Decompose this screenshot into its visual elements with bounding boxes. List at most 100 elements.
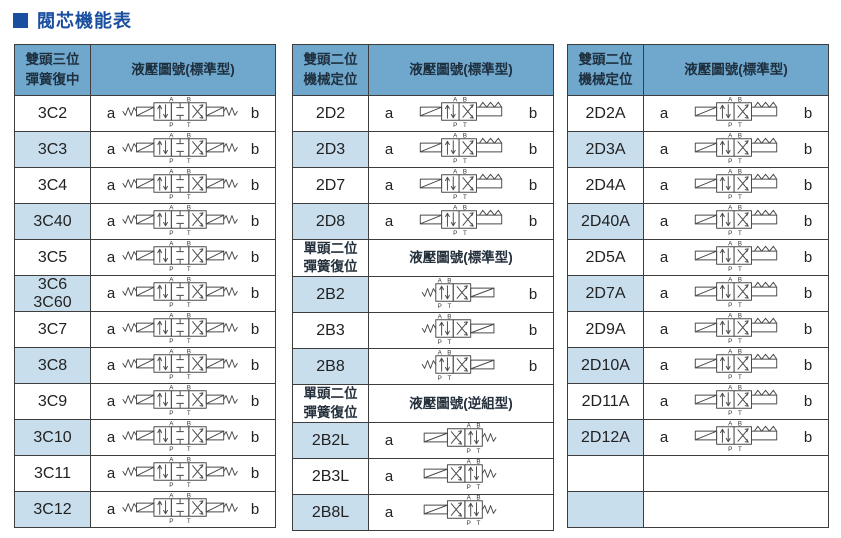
valve-code-cell: 2D10A bbox=[567, 347, 644, 384]
solenoid-b-label: b bbox=[528, 322, 538, 340]
solenoid-b-label: b bbox=[250, 501, 260, 519]
valve-symbol: A BP T bbox=[122, 492, 238, 525]
solenoid-a-label: a bbox=[384, 177, 394, 194]
valve-code-cell: 3C7 bbox=[14, 311, 91, 349]
title-text: 閥芯機能表 bbox=[37, 11, 132, 31]
svg-text:P: P bbox=[169, 446, 173, 452]
svg-text:A: A bbox=[169, 240, 174, 247]
svg-text:A: A bbox=[728, 276, 733, 283]
valve-symbol: A BP T bbox=[694, 97, 778, 129]
solenoid-a-label: a bbox=[384, 141, 394, 158]
table-row bbox=[567, 491, 829, 528]
title-bullet-square bbox=[13, 12, 28, 28]
svg-text:P: P bbox=[728, 446, 732, 452]
svg-text:B: B bbox=[187, 384, 191, 391]
svg-text:P: P bbox=[169, 410, 173, 416]
svg-text:A: A bbox=[169, 96, 174, 103]
svg-text:B: B bbox=[463, 204, 467, 211]
svg-text:T: T bbox=[187, 122, 191, 128]
svg-text:A: A bbox=[728, 168, 733, 175]
svg-text:A: A bbox=[169, 132, 174, 139]
valve-code-cell: 2D3A bbox=[567, 131, 644, 168]
svg-text:A: A bbox=[453, 132, 458, 139]
valve-symbol: A BP T bbox=[122, 313, 238, 345]
svg-text:T: T bbox=[187, 374, 191, 380]
svg-text:T: T bbox=[447, 303, 451, 309]
solenoid-a-label: a bbox=[659, 321, 669, 338]
solenoid-a-label: a bbox=[659, 249, 669, 266]
svg-text:A: A bbox=[728, 204, 733, 211]
svg-text:A: A bbox=[728, 348, 733, 355]
solenoid-a-label: a bbox=[106, 285, 116, 303]
valve-code-cell: 3C2 bbox=[14, 95, 91, 132]
solenoid-a-label: a bbox=[106, 213, 116, 230]
svg-text:P: P bbox=[728, 266, 732, 272]
svg-text:B: B bbox=[187, 240, 191, 247]
header-row: 雙頭三位 彈簧復中 液壓圖號(標準型) bbox=[14, 44, 276, 96]
solenoid-b-label: b bbox=[250, 177, 260, 194]
valve-code-cell bbox=[567, 455, 644, 492]
svg-text:T: T bbox=[187, 482, 191, 488]
svg-text:P: P bbox=[169, 518, 173, 524]
valve-code-cell: 2D4A bbox=[567, 167, 644, 204]
solenoid-b-label: b bbox=[803, 285, 813, 302]
svg-text:P: P bbox=[453, 194, 457, 200]
solenoid-b-label: b bbox=[528, 358, 538, 376]
column-header-diagram: 液壓圖號(標準型) bbox=[643, 44, 829, 96]
svg-text:P: P bbox=[453, 122, 457, 128]
valve-code-cell: 2D7 bbox=[292, 167, 369, 204]
valve-symbol: A BP T bbox=[421, 350, 495, 382]
svg-text:P: P bbox=[728, 122, 732, 128]
svg-text:T: T bbox=[187, 410, 191, 416]
column-header-diagram: 液壓圖號(標準型) bbox=[368, 44, 554, 96]
valve-symbol: A BP T bbox=[694, 276, 778, 309]
svg-text:B: B bbox=[738, 168, 742, 175]
solenoid-b-label: b bbox=[803, 213, 813, 230]
table-row: 2B2L a A B P T bbox=[292, 421, 554, 459]
svg-text:A: A bbox=[169, 456, 174, 463]
valve-code-cell: 2D40A bbox=[567, 203, 644, 240]
symbol-layout bbox=[645, 493, 828, 527]
solenoid-b-label: b bbox=[250, 321, 260, 339]
valve-symbol: A BP T bbox=[122, 132, 238, 165]
column-header-diagram: 液壓圖號(逆組型) bbox=[368, 384, 554, 423]
svg-text:A: A bbox=[169, 492, 174, 499]
valve-code-cell: 3C4 bbox=[14, 167, 91, 204]
solenoid-a-label: a bbox=[659, 105, 669, 122]
valve-code-cell: 2B8L bbox=[292, 493, 369, 531]
valve-code-cell: 2D11A bbox=[567, 383, 644, 420]
svg-text:A: A bbox=[169, 420, 174, 427]
svg-text:B: B bbox=[187, 132, 191, 139]
